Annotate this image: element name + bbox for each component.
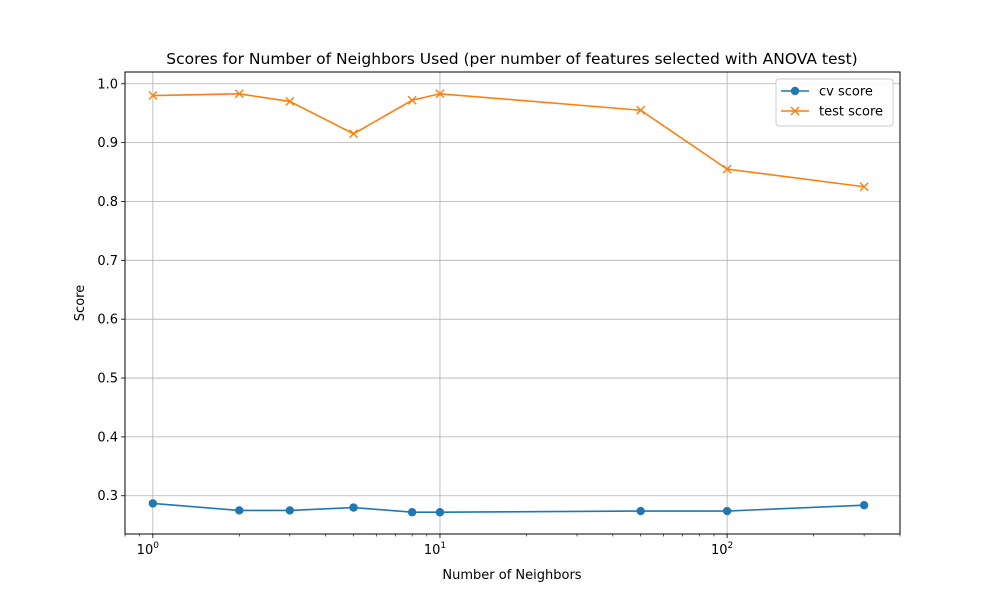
chart-title: Scores for Number of Neighbors Used (per… xyxy=(166,50,857,68)
x-marker-stroke xyxy=(636,105,646,115)
x-tick-exponent: 0 xyxy=(153,541,159,551)
data-point xyxy=(148,91,158,101)
x-tick-exponent: 1 xyxy=(440,541,446,551)
legend: cv score test score xyxy=(775,78,894,127)
x-tick-label: 102 xyxy=(711,541,733,558)
y-axis-label: Score xyxy=(73,285,88,321)
x-axis-ticks: 100 101 102 xyxy=(124,534,901,558)
y-tick-label: 0.3 xyxy=(97,489,118,504)
y-tick-label: 0.9 xyxy=(97,136,118,151)
data-point xyxy=(235,506,244,515)
legend-label: test score xyxy=(819,105,883,120)
legend-entry: cv score xyxy=(781,85,873,100)
x-marker-stroke xyxy=(285,96,295,106)
data-point xyxy=(859,500,869,510)
x-marker-stroke xyxy=(722,164,732,174)
data-point xyxy=(636,506,645,516)
series-line xyxy=(152,502,865,514)
data-point xyxy=(407,95,417,105)
grid xyxy=(125,72,900,534)
plot-area xyxy=(124,71,901,535)
x-tick-base: 10 xyxy=(711,543,728,558)
data-point xyxy=(285,506,295,515)
data-point xyxy=(234,89,244,99)
y-tick-label: 0.4 xyxy=(97,430,118,445)
y-tick-label: 0.7 xyxy=(97,254,118,269)
data-point xyxy=(349,129,359,139)
data-point xyxy=(435,508,445,517)
data-point xyxy=(148,499,158,508)
y-tick-label: 0.5 xyxy=(97,372,118,387)
y-tick-label: 0.6 xyxy=(97,313,118,328)
legend-marker xyxy=(790,86,800,96)
y-tick-label: 1.0 xyxy=(97,77,118,92)
legend-entry: test score xyxy=(781,105,883,120)
x-tick-base: 10 xyxy=(424,543,441,558)
x-tick-label: 100 xyxy=(137,541,160,558)
legend-marker xyxy=(790,106,800,116)
data-point xyxy=(349,503,358,512)
data-point xyxy=(435,89,445,99)
x-tick-label: 101 xyxy=(424,541,446,558)
x-marker-stroke xyxy=(859,182,869,192)
x-marker-stroke xyxy=(407,95,417,105)
data-point xyxy=(636,105,646,115)
data-point xyxy=(722,506,732,516)
x-marker-stroke xyxy=(349,129,359,139)
x-marker-stroke xyxy=(148,91,158,101)
plot-series xyxy=(148,89,869,517)
x-tick-exponent: 2 xyxy=(728,541,734,551)
data-point xyxy=(407,508,417,517)
data-point xyxy=(285,96,295,106)
x-axis-label: Number of Neighbors xyxy=(442,568,581,583)
legend-label: cv score xyxy=(819,85,873,100)
x-tick-base: 10 xyxy=(137,543,154,558)
y-tick-label: 0.8 xyxy=(97,195,118,210)
y-axis-ticks: 0.3 0.4 0.5 0.6 0.7 0.8 0.9 1.0 xyxy=(97,77,125,504)
x-marker-stroke xyxy=(234,89,244,99)
series-line xyxy=(152,92,865,188)
x-marker-stroke xyxy=(435,89,445,99)
data-point xyxy=(859,182,869,192)
data-point xyxy=(722,164,732,174)
